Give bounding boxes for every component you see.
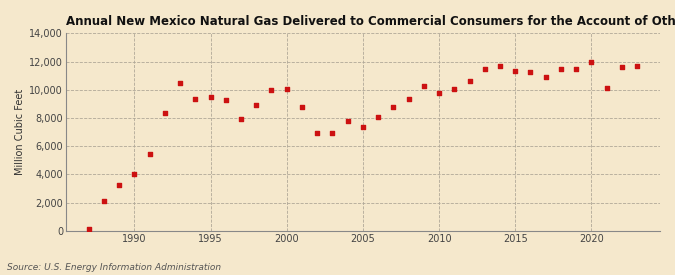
Point — [221, 97, 232, 102]
Point — [571, 66, 582, 71]
Point — [266, 88, 277, 93]
Point — [236, 116, 246, 121]
Point — [190, 97, 200, 101]
Text: Source: U.S. Energy Information Administration: Source: U.S. Energy Information Administ… — [7, 263, 221, 272]
Point — [510, 69, 520, 74]
Point — [479, 66, 490, 71]
Point — [99, 199, 109, 203]
Point — [114, 183, 125, 187]
Point — [449, 87, 460, 91]
Point — [83, 227, 94, 232]
Point — [144, 152, 155, 156]
Point — [388, 104, 399, 109]
Point — [586, 59, 597, 64]
Point — [616, 65, 627, 69]
Point — [159, 111, 170, 115]
Point — [342, 119, 353, 124]
Point — [540, 75, 551, 79]
Point — [632, 64, 643, 69]
Point — [556, 67, 566, 72]
Point — [312, 131, 323, 136]
Point — [296, 104, 307, 109]
Text: Annual New Mexico Natural Gas Delivered to Commercial Consumers for the Account : Annual New Mexico Natural Gas Delivered … — [66, 15, 675, 28]
Point — [525, 70, 536, 74]
Point — [205, 95, 216, 100]
Point — [403, 97, 414, 101]
Point — [433, 90, 444, 95]
Point — [129, 172, 140, 177]
Point — [251, 102, 262, 107]
Point — [418, 83, 429, 88]
Point — [373, 114, 383, 119]
Point — [358, 125, 369, 129]
Point — [281, 87, 292, 91]
Point — [495, 64, 506, 69]
Point — [601, 86, 612, 90]
Point — [327, 131, 338, 135]
Point — [464, 78, 475, 83]
Y-axis label: Million Cubic Feet: Million Cubic Feet — [15, 89, 25, 175]
Point — [175, 81, 186, 86]
